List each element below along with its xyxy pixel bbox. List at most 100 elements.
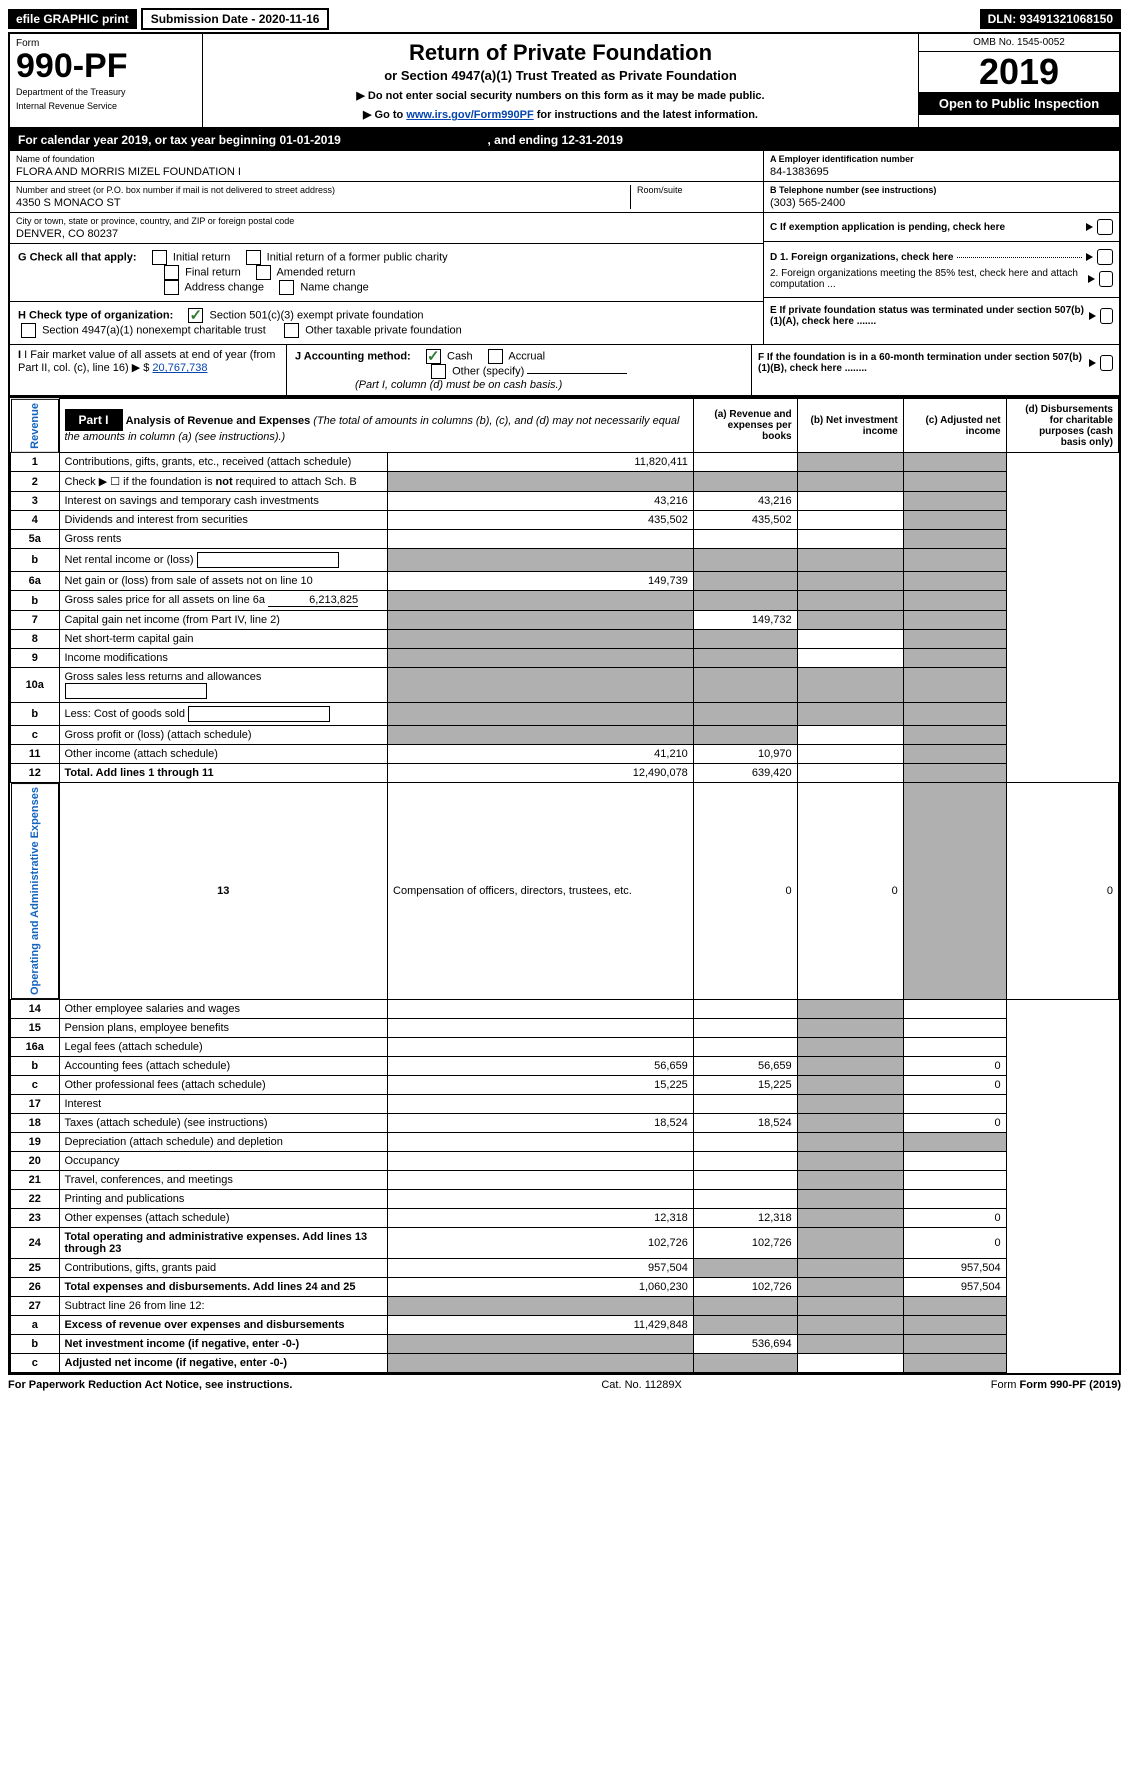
table-cell bbox=[388, 668, 694, 703]
table-cell bbox=[388, 530, 694, 549]
row-description: Income modifications bbox=[59, 649, 388, 668]
table-cell bbox=[903, 668, 1006, 703]
table-cell bbox=[903, 1354, 1006, 1373]
checkbox-name-change[interactable] bbox=[279, 280, 294, 295]
row-description: Gross rents bbox=[59, 530, 388, 549]
table-cell bbox=[797, 649, 903, 668]
foundation-name-cell: Name of foundation FLORA AND MORRIS MIZE… bbox=[10, 151, 763, 182]
addr-value: 4350 S MONACO ST bbox=[16, 195, 630, 209]
form-container: Form 990-PF Department of the Treasury I… bbox=[8, 32, 1121, 1375]
table-row: Operating and Administrative Expenses13C… bbox=[11, 783, 1119, 1000]
table-cell: 0 bbox=[903, 1057, 1006, 1076]
checkbox-address-change[interactable] bbox=[164, 280, 179, 295]
row-description: Gross profit or (loss) (attach schedule) bbox=[59, 726, 388, 745]
row-number: 9 bbox=[11, 649, 60, 668]
checkbox-other-taxable[interactable] bbox=[284, 323, 299, 338]
table-row: 11Other income (attach schedule)41,21010… bbox=[11, 745, 1119, 764]
checkbox-initial-return[interactable] bbox=[152, 250, 167, 265]
checkbox-d1[interactable] bbox=[1097, 249, 1113, 265]
arrow-icon bbox=[1086, 223, 1093, 231]
arrow-icon bbox=[1089, 312, 1096, 320]
form-subtitle: or Section 4947(a)(1) Trust Treated as P… bbox=[211, 68, 910, 83]
table-cell: 536,694 bbox=[693, 1335, 797, 1354]
c-label: C If exemption application is pending, c… bbox=[770, 222, 1005, 233]
row-number: b bbox=[11, 1057, 60, 1076]
table-row: 27Subtract line 26 from line 12: bbox=[11, 1297, 1119, 1316]
name-label: Name of foundation bbox=[16, 154, 757, 164]
row-number: 3 bbox=[11, 492, 60, 511]
table-row: 2Check ▶ ☐ if the foundation is not requ… bbox=[11, 472, 1119, 492]
table-cell: 12,318 bbox=[388, 1209, 694, 1228]
table-cell bbox=[797, 1133, 903, 1152]
calendar-year-row: For calendar year 2019, or tax year begi… bbox=[10, 129, 1119, 151]
phone-label: B Telephone number (see instructions) bbox=[770, 185, 1113, 195]
row-number: 25 bbox=[11, 1259, 60, 1278]
footer-center: Cat. No. 11289X bbox=[601, 1379, 682, 1391]
checkbox-initial-former[interactable] bbox=[246, 250, 261, 265]
submission-date: Submission Date - 2020-11-16 bbox=[141, 8, 330, 30]
city-value: DENVER, CO 80237 bbox=[16, 226, 757, 240]
table-cell: 639,420 bbox=[693, 764, 797, 783]
row-description: Total. Add lines 1 through 11 bbox=[59, 764, 388, 783]
foundation-name: FLORA AND MORRIS MIZEL FOUNDATION I bbox=[16, 164, 757, 178]
checkbox-f[interactable] bbox=[1100, 355, 1113, 371]
h-opt2: Section 4947(a)(1) nonexempt charitable … bbox=[42, 324, 266, 336]
table-cell: 15,225 bbox=[388, 1076, 694, 1095]
checkbox-c[interactable] bbox=[1097, 219, 1113, 235]
row-description: Net gain or (loss) from sale of assets n… bbox=[59, 572, 388, 591]
info-block: Name of foundation FLORA AND MORRIS MIZE… bbox=[10, 151, 1119, 345]
table-cell bbox=[903, 1133, 1006, 1152]
checkbox-4947[interactable] bbox=[21, 323, 36, 338]
row-description: Accounting fees (attach schedule) bbox=[59, 1057, 388, 1076]
table-cell bbox=[693, 668, 797, 703]
checkbox-accrual[interactable] bbox=[488, 349, 503, 364]
expenses-side-label: Operating and Administrative Expenses bbox=[11, 783, 59, 999]
footer-right: Form Form 990-PF (2019) bbox=[991, 1379, 1121, 1391]
row-description: Taxes (attach schedule) (see instruction… bbox=[59, 1114, 388, 1133]
dept-treasury: Department of the Treasury bbox=[16, 87, 196, 97]
table-cell bbox=[693, 1038, 797, 1057]
row-description: Pension plans, employee benefits bbox=[59, 1019, 388, 1038]
section-j: J Accounting method: Cash Accrual Other … bbox=[287, 345, 752, 395]
checkbox-e[interactable] bbox=[1100, 308, 1113, 324]
table-cell bbox=[797, 668, 903, 703]
table-cell bbox=[903, 745, 1006, 764]
row-number: c bbox=[11, 1354, 60, 1373]
checkbox-501c3[interactable] bbox=[188, 308, 203, 323]
j-accrual: Accrual bbox=[508, 350, 545, 362]
table-row: 20Occupancy bbox=[11, 1152, 1119, 1171]
table-cell: 0 bbox=[797, 783, 903, 1000]
checkbox-final-return[interactable] bbox=[164, 265, 179, 280]
table-cell bbox=[693, 1354, 797, 1373]
table-cell: 0 bbox=[903, 1228, 1006, 1259]
table-cell bbox=[693, 703, 797, 726]
table-row: 25Contributions, gifts, grants paid957,5… bbox=[11, 1259, 1119, 1278]
table-cell bbox=[693, 1171, 797, 1190]
checkbox-d2[interactable] bbox=[1099, 271, 1113, 287]
table-cell bbox=[797, 1278, 903, 1297]
address-cell: Number and street (or P.O. box number if… bbox=[10, 182, 763, 213]
checkbox-other-method[interactable] bbox=[431, 364, 446, 379]
table-row: 16aLegal fees (attach schedule) bbox=[11, 1038, 1119, 1057]
table-cell bbox=[693, 649, 797, 668]
table-cell bbox=[693, 1152, 797, 1171]
table-cell: 18,524 bbox=[693, 1114, 797, 1133]
table-row: 1Contributions, gifts, grants, etc., rec… bbox=[11, 453, 1119, 472]
irs-link[interactable]: www.irs.gov/Form990PF bbox=[406, 109, 533, 121]
checkbox-amended[interactable] bbox=[256, 265, 271, 280]
table-cell bbox=[797, 1190, 903, 1209]
e-label: E If private foundation status was termi… bbox=[770, 305, 1085, 327]
row-number: 18 bbox=[11, 1114, 60, 1133]
checkbox-cash[interactable] bbox=[426, 349, 441, 364]
table-cell bbox=[797, 1152, 903, 1171]
row-number: 15 bbox=[11, 1019, 60, 1038]
row-number: 24 bbox=[11, 1228, 60, 1259]
table-cell bbox=[797, 1228, 903, 1259]
table-row: bLess: Cost of goods sold bbox=[11, 703, 1119, 726]
part-i-container: RevenuePart I Analysis of Revenue and Ex… bbox=[10, 396, 1119, 1373]
table-row: 15Pension plans, employee benefits bbox=[11, 1019, 1119, 1038]
table-row: 23Other expenses (attach schedule)12,318… bbox=[11, 1209, 1119, 1228]
row-description: Net short-term capital gain bbox=[59, 630, 388, 649]
table-cell bbox=[693, 1259, 797, 1278]
table-cell: 957,504 bbox=[903, 1259, 1006, 1278]
